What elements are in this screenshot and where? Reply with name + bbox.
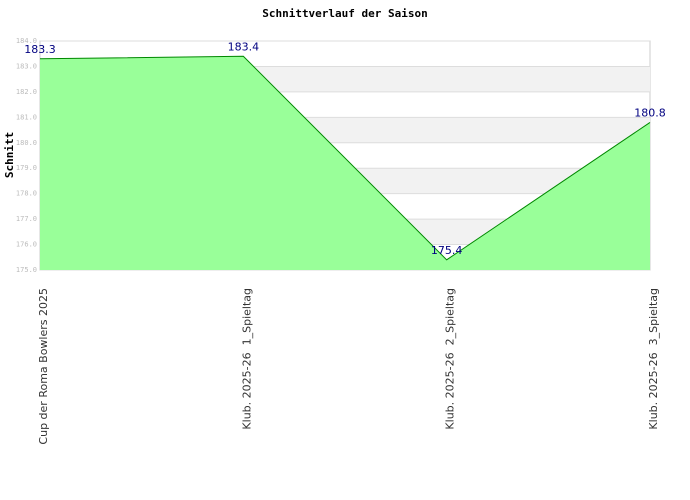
y-tick-label: 177.0 bbox=[16, 215, 37, 223]
chart-title: Schnittverlauf der Saison bbox=[262, 7, 428, 20]
data-label: 180.8 bbox=[634, 106, 666, 119]
area bbox=[40, 56, 650, 271]
y-tick-label: 182.0 bbox=[16, 88, 37, 96]
y-tick-label: 175.0 bbox=[16, 266, 37, 274]
y-tick-label: 180.0 bbox=[16, 139, 37, 147]
data-label: 175.4 bbox=[431, 244, 463, 257]
data-label: 183.4 bbox=[228, 40, 260, 53]
y-tick-label: 179.0 bbox=[16, 164, 37, 172]
y-tick-label: 183.0 bbox=[16, 62, 37, 70]
y-tick-label: 178.0 bbox=[16, 190, 37, 198]
y-axis-title: Schnitt bbox=[3, 132, 16, 178]
y-tick-label: 181.0 bbox=[16, 113, 37, 121]
x-tick-label: Klub. 2025-26 3_Spieltag bbox=[647, 288, 660, 430]
x-tick-label: Klub. 2025-26 2_Spieltag bbox=[444, 288, 457, 430]
x-tick-label: Cup der Roma Bowlers 2025 bbox=[37, 288, 50, 445]
y-tick-label: 184.0 bbox=[16, 37, 37, 45]
x-tick-label: Klub. 2025-26 1_Spieltag bbox=[240, 288, 253, 430]
data-label: 183.3 bbox=[24, 43, 56, 56]
y-tick-label: 176.0 bbox=[16, 241, 37, 249]
line bbox=[39, 55, 651, 261]
